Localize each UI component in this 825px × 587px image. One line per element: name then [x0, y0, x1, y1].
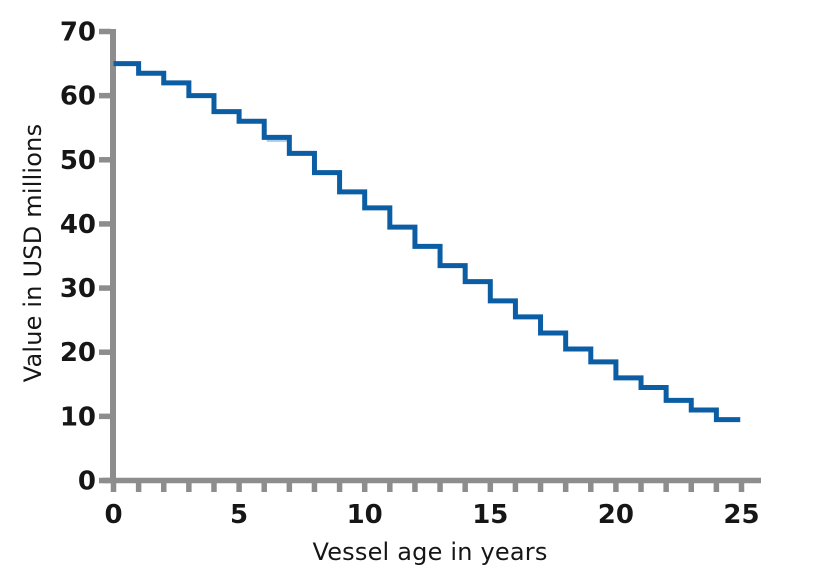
value-step-line	[113, 61, 741, 423]
x-tick-label: 5	[230, 500, 248, 530]
y-tick-label: 20	[60, 338, 96, 368]
y-axis-title: Value in USD millions	[19, 123, 47, 383]
y-tick-label: 60	[60, 82, 96, 112]
y-tick-label: 0	[78, 467, 96, 497]
y-tick-label: 70	[60, 18, 96, 48]
x-tick-label: 15	[472, 500, 508, 530]
x-tick-label: 10	[347, 500, 383, 530]
x-axis-title: Vessel age in years	[312, 538, 548, 566]
x-tick-label: 20	[598, 500, 634, 530]
y-tick-label: 10	[60, 402, 96, 432]
x-tick-label: 0	[104, 500, 122, 530]
y-tick-label: 30	[60, 274, 96, 304]
y-tick-label: 40	[60, 210, 96, 240]
y-tick-label: 50	[60, 146, 96, 176]
x-tick-label: 25	[723, 500, 759, 530]
